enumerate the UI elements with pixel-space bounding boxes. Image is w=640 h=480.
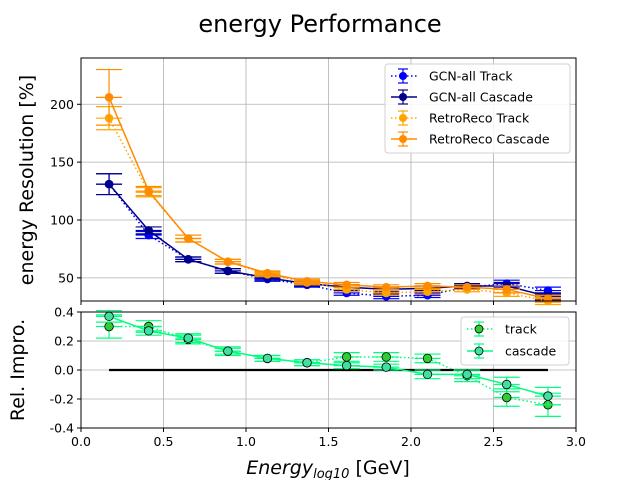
data-point — [381, 362, 391, 372]
series-cascade — [96, 309, 561, 406]
data-point — [183, 255, 193, 264]
data-point — [381, 352, 391, 362]
x-tick-label: 0.5 — [154, 434, 174, 449]
legend-label: GCN-all Cascade — [429, 90, 533, 105]
legend-marker — [474, 324, 484, 334]
bottom-legend: track cascade — [460, 316, 570, 366]
data-point — [422, 353, 433, 364]
data-point — [223, 346, 233, 356]
data-point — [223, 266, 233, 276]
top-axes: 50 100 150 200 — [50, 57, 577, 305]
data-point — [543, 294, 553, 303]
xlabel-base: Energy — [246, 457, 314, 479]
y-tick-label: 200 — [50, 97, 74, 112]
series-line — [108, 315, 549, 397]
data-point — [302, 358, 312, 368]
legend-marker — [399, 135, 407, 143]
x-tick-label: 1.0 — [236, 434, 256, 449]
xlabel-sub: log10 — [313, 467, 349, 480]
bottom-axes: -0.4 -0.2 0.0 0.2 0.4 0.0 0.5 1.0 1.5 2.0 2.5 3.0 — [50, 305, 586, 450]
figure-title: energy Performance — [198, 10, 441, 38]
data-point — [104, 93, 114, 102]
data-point — [342, 280, 351, 290]
data-point — [502, 285, 512, 294]
data-point — [543, 391, 553, 401]
data-point — [104, 179, 114, 189]
bottom-series — [96, 309, 561, 417]
legend-box — [384, 63, 571, 154]
data-point — [183, 234, 193, 243]
data-point — [144, 226, 153, 235]
bottom-ylabel: Rel. Impro. — [7, 319, 29, 421]
top-legend: GCN-all Track GCN-all Cascade RetroReco Tr… — [384, 63, 571, 154]
data-point — [423, 281, 432, 291]
bottom-panel: Rel. Impro. Energylog10 [GeV] -0.4 -0.2 0.… — [7, 305, 586, 480]
xlabel-unit: [GeV] — [356, 457, 410, 479]
data-point — [422, 369, 433, 380]
legend-label: track — [505, 322, 538, 337]
y-tick-label: 0.2 — [54, 334, 74, 349]
data-point — [341, 360, 352, 371]
y-tick-label: -0.2 — [50, 392, 74, 407]
y-tick-label: 100 — [50, 213, 74, 228]
legend-label: RetroReco Cascade — [429, 132, 550, 147]
data-point — [263, 268, 272, 278]
y-tick-label: -0.4 — [50, 421, 74, 436]
y-tick-label: 0.0 — [54, 363, 74, 378]
y-tick-label: 50 — [58, 270, 74, 285]
y-tick-label: 150 — [50, 155, 74, 170]
data-point — [104, 321, 114, 332]
data-point — [144, 186, 153, 196]
legend-marker — [474, 346, 484, 356]
data-point — [341, 352, 352, 362]
top-panel: energy Resolution [%] 50 100 150 200 GCN-al… — [16, 57, 577, 306]
top-ylabel: energy Resolution [%] — [16, 75, 38, 285]
x-tick-label: 1.5 — [319, 434, 339, 449]
legend-marker — [399, 93, 407, 101]
legend-marker — [399, 72, 407, 80]
data-point — [104, 311, 114, 322]
data-point — [502, 392, 512, 403]
series-retroreco-cascade — [96, 68, 561, 303]
y-tick-label: 0.4 — [54, 305, 74, 320]
legend-marker — [399, 114, 407, 122]
bottom-xlabel: Energylog10 [GeV] — [246, 457, 410, 480]
x-tick-label: 3.0 — [566, 434, 586, 449]
x-tick-label: 2.0 — [401, 434, 421, 449]
data-point — [381, 282, 391, 292]
legend-label: GCN-all Track — [429, 69, 513, 84]
x-tick-label: 0.0 — [71, 434, 91, 449]
legend-label: RetroReco Track — [429, 111, 530, 126]
data-point — [262, 353, 273, 364]
data-point — [143, 326, 154, 336]
x-tick-label: 2.5 — [484, 434, 504, 449]
data-point — [223, 257, 233, 266]
legend-label: cascade — [505, 344, 557, 359]
top-series — [96, 68, 561, 306]
data-point — [183, 333, 193, 343]
data-point — [302, 277, 312, 286]
data-point — [462, 369, 472, 380]
data-point — [502, 379, 512, 390]
data-point — [462, 282, 472, 292]
